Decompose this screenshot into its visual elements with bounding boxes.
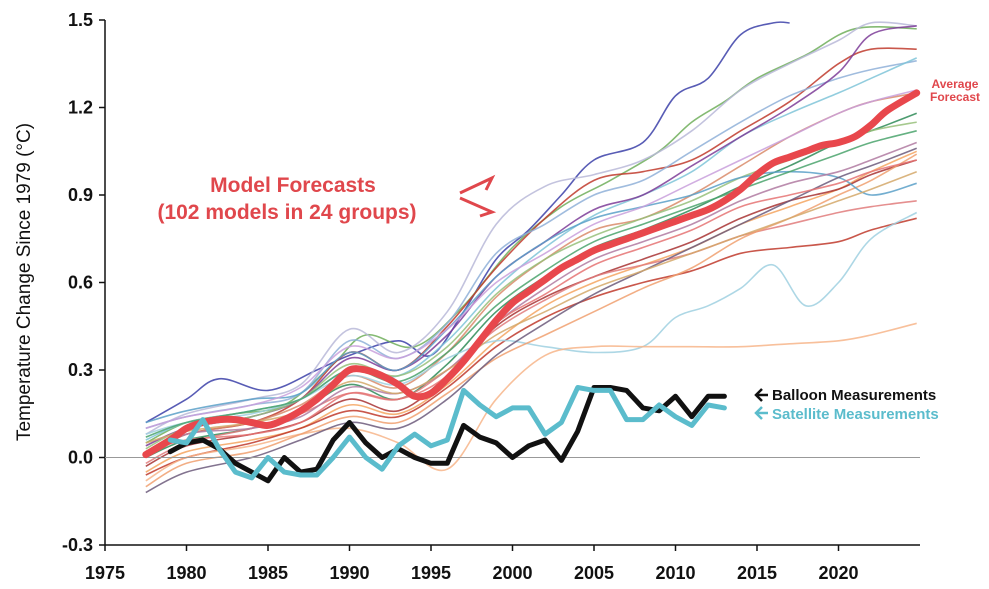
model-run-line-18 <box>145 170 917 424</box>
average-forecast-label-line1: Average <box>932 77 979 91</box>
y-tick-label: -0.3 <box>62 535 93 555</box>
model-run-line-16 <box>145 322 917 482</box>
x-tick-label: 1985 <box>248 563 288 583</box>
model-run-line-24 <box>145 89 917 430</box>
model-run-line-17 <box>145 153 918 488</box>
model-run-line-6 <box>145 57 918 441</box>
model-run-line-1 <box>145 21 790 424</box>
model-forecasts-arrows <box>459 174 497 218</box>
x-tick-label: 2015 <box>737 563 777 583</box>
y-tick-label: 0.6 <box>68 273 93 293</box>
x-tick-label: 1995 <box>411 563 451 583</box>
model-run-line-23 <box>145 159 917 453</box>
balloon-measurements-label: Balloon Measurements <box>772 387 936 404</box>
annotations: Temperature Change Since 1979 (°C) Model… <box>14 77 980 441</box>
model-run-line-4 <box>145 47 917 459</box>
model-forecast-runs <box>145 21 918 494</box>
average-forecast-line <box>142 89 921 459</box>
average-forecast-label-line2: Forecast <box>930 90 980 104</box>
x-tick-label: 1990 <box>329 563 369 583</box>
satellite-measurements-line <box>167 385 727 481</box>
model-run-line-14 <box>145 217 917 476</box>
balloon-measurements-line <box>167 385 727 484</box>
model-run-line-5 <box>145 60 917 430</box>
model-run-line-2 <box>145 26 917 444</box>
model-count-label: (102 models in 24 groups) <box>157 201 416 224</box>
x-tick-label: 2000 <box>492 563 532 583</box>
x-tick-label: 1975 <box>85 563 125 583</box>
balloon-arrow <box>754 388 768 402</box>
satellite-arrow <box>754 406 768 420</box>
y-tick-label: 1.5 <box>68 10 93 30</box>
series-lines <box>142 89 921 484</box>
model-run-line-22 <box>145 130 917 438</box>
y-tick-label: 0.0 <box>68 448 93 468</box>
model-run-line-19 <box>145 147 917 494</box>
y-axis-label: Temperature Change Since 1979 (°C) <box>14 123 35 441</box>
x-tick-label: 2005 <box>574 563 614 583</box>
model-run-line-7 <box>145 25 917 447</box>
model-run-line-3 <box>145 21 917 435</box>
axes: -0.3 0.0 0.3 0.6 0.9 1.2 1.5 1975 1980 1985 1990 19… <box>62 10 920 583</box>
y-tick-label: 1.2 <box>68 98 93 118</box>
model-forecasts-label: Model Forecasts <box>210 174 376 197</box>
y-tick-label: 0.3 <box>68 360 93 380</box>
x-tick-label: 2020 <box>818 563 858 583</box>
x-tick-label: 2010 <box>655 563 695 583</box>
satellite-measurements-label: Satellite Measurements <box>772 406 939 423</box>
y-tick-label: 0.9 <box>68 185 93 205</box>
x-tick-label: 1980 <box>166 563 206 583</box>
